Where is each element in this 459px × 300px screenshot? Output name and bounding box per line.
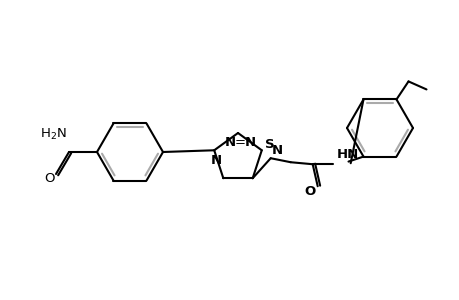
Text: O: O [303,185,314,198]
Text: H$_2$N: H$_2$N [40,127,67,142]
Text: S: S [264,138,274,151]
Text: N: N [271,144,282,157]
Text: O: O [45,172,55,184]
Text: N: N [245,136,256,149]
Text: HN: HN [336,148,358,161]
Text: =: = [234,136,245,149]
Text: N: N [224,136,235,149]
Text: N: N [210,154,221,167]
